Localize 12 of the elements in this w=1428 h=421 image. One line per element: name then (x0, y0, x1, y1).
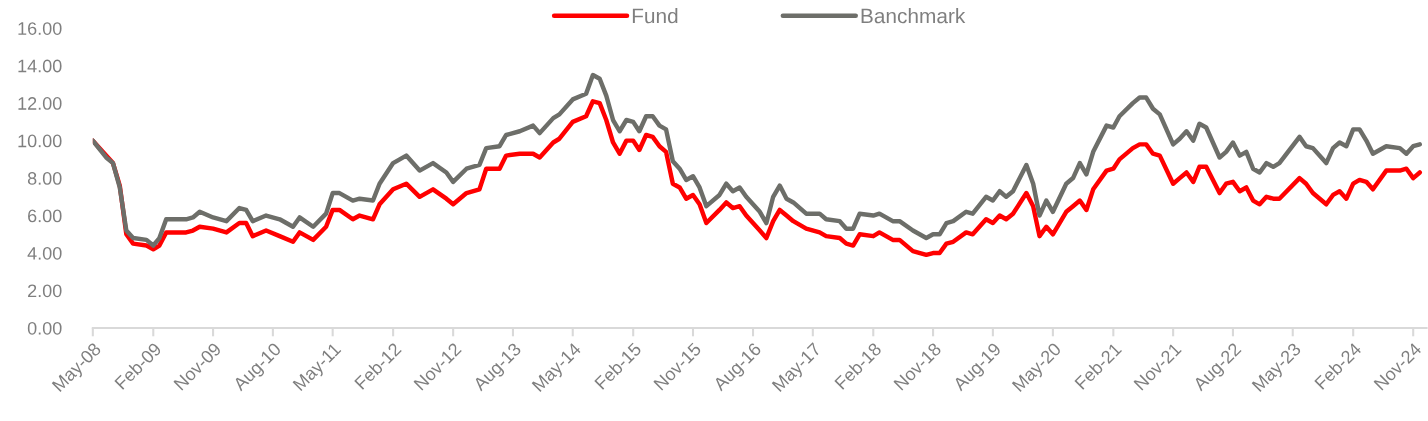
y-tick-label: 8.00 (27, 172, 62, 185)
y-tick-label: 12.00 (18, 97, 62, 110)
y-tick-label: 14.00 (18, 59, 62, 73)
line-series (92, 72, 1422, 248)
legend-label: Banchmark (861, 8, 966, 24)
y-tick-label: 4.00 (27, 246, 62, 260)
y-tick-label: 6.00 (28, 209, 62, 223)
y-tick-label: 0.00 (27, 321, 62, 335)
y-tick-label: 10.00 (18, 134, 62, 148)
legend-label: Fund (632, 8, 678, 24)
y-tick-label: 2.00 (28, 284, 62, 298)
y-tick-label: 16.00 (18, 22, 62, 35)
